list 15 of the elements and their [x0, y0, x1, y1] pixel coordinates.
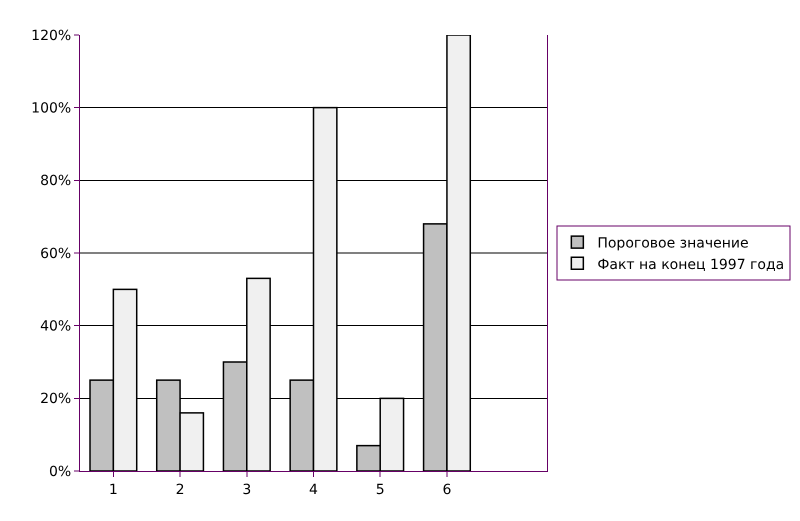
legend-label: Пороговое значение: [597, 236, 749, 252]
x-tick-label: 3: [242, 482, 252, 498]
y-tick-label: 100%: [31, 100, 72, 117]
x-tick-label: 2: [176, 482, 185, 498]
x-tick-label: 1: [108, 482, 118, 498]
y-tick-label: 20%: [40, 391, 72, 408]
x-tick-label: 5: [376, 482, 385, 498]
y-tick-label: 120%: [31, 28, 72, 44]
y-tick-label: 40%: [40, 318, 72, 335]
legend-label: Факт на конец 1997 года: [597, 256, 784, 273]
y-tick-label: 80%: [40, 173, 72, 190]
x-tick-label: 4: [309, 482, 318, 498]
x-tick-label: 6: [442, 482, 452, 498]
y-tick-label: 60%: [40, 246, 72, 262]
y-tick-label: 0%: [48, 464, 72, 480]
